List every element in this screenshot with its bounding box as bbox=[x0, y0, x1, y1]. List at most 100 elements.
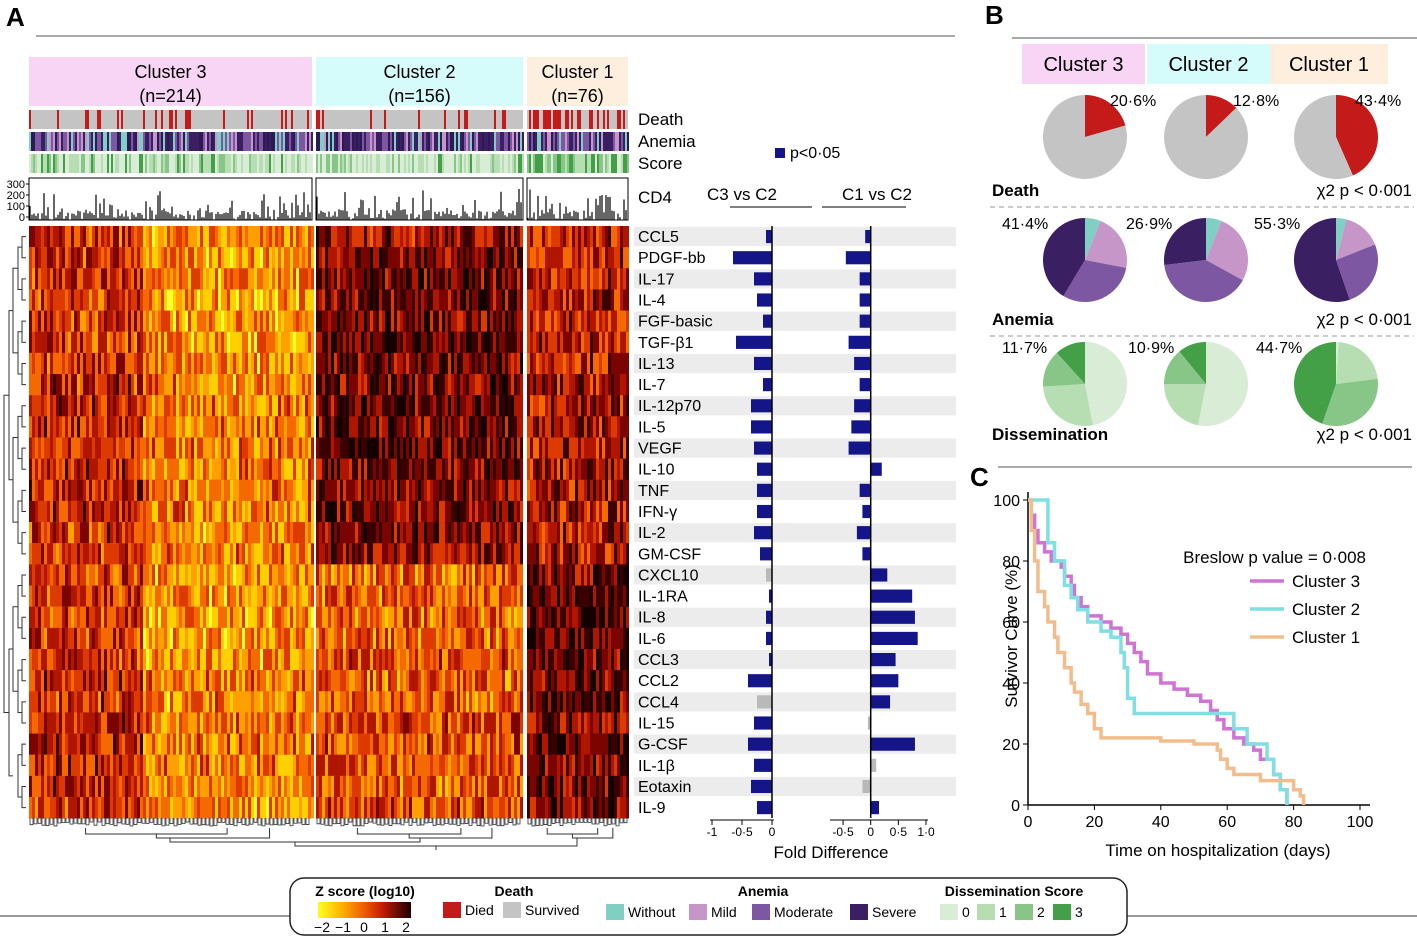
heatmap-cell bbox=[35, 289, 38, 311]
heatmap-cell bbox=[308, 247, 311, 269]
heatmap-cell bbox=[212, 416, 215, 438]
heatmap-cell bbox=[188, 352, 191, 375]
heatmap-cell bbox=[254, 500, 257, 523]
heatmap-cell bbox=[548, 437, 551, 459]
heatmap-cell bbox=[293, 585, 296, 607]
heatmap-cell bbox=[209, 500, 212, 523]
heatmap-cell bbox=[379, 437, 382, 459]
heatmap-cell bbox=[469, 395, 472, 417]
heatmap-cell bbox=[44, 437, 47, 459]
heatmap-cell bbox=[272, 522, 275, 544]
heatmap-cell bbox=[520, 268, 523, 290]
heatmap-cell bbox=[502, 226, 505, 248]
heatmap-cell bbox=[305, 522, 308, 544]
heatmap-cell bbox=[403, 247, 406, 269]
heatmap-cell bbox=[334, 522, 337, 544]
heatmap-cell bbox=[182, 331, 185, 354]
heatmap-cell bbox=[44, 500, 47, 523]
heatmap-cell bbox=[302, 458, 305, 481]
heatmap-cell bbox=[98, 247, 101, 269]
heatmap-cell bbox=[86, 395, 89, 417]
heatmap-cell bbox=[152, 500, 155, 523]
heatmap-cell bbox=[412, 310, 415, 333]
heatmap-cell bbox=[352, 352, 355, 375]
heatmap-cell bbox=[92, 500, 95, 523]
heatmap-cell bbox=[296, 500, 299, 523]
score-tick bbox=[221, 154, 223, 173]
heatmap-cell bbox=[599, 395, 602, 417]
heatmap-cell bbox=[439, 585, 442, 607]
heatmap-cell bbox=[89, 479, 92, 502]
heatmap-cell bbox=[281, 585, 284, 607]
heatmap-cell bbox=[548, 374, 551, 396]
heatmap-cell bbox=[448, 226, 451, 248]
heatmap-cell bbox=[406, 310, 409, 333]
anemia-tick bbox=[500, 132, 502, 151]
heatmap-cell bbox=[137, 606, 140, 629]
heatmap-cell bbox=[134, 247, 137, 269]
heatmap-cell bbox=[83, 226, 86, 248]
heatmap-cell bbox=[517, 437, 520, 459]
score-tick bbox=[326, 154, 328, 173]
heatmap-cell bbox=[245, 479, 248, 502]
heatmap-cell bbox=[236, 564, 239, 586]
heatmap-cell bbox=[122, 247, 125, 269]
heatmap-cell bbox=[319, 352, 322, 375]
heatmap-cell bbox=[308, 289, 311, 311]
heatmap-cell bbox=[328, 585, 331, 607]
score-tick bbox=[516, 154, 518, 173]
heatmap-cell bbox=[32, 627, 35, 650]
heatmap-cell bbox=[47, 331, 50, 354]
heatmap-cell bbox=[400, 352, 403, 375]
heatmap-cell bbox=[445, 585, 448, 607]
heatmap-cell bbox=[245, 226, 248, 248]
heatmap-cell bbox=[98, 331, 101, 354]
heatmap-cell bbox=[74, 331, 77, 354]
heatmap-cell bbox=[391, 606, 394, 629]
heatmap-cell bbox=[382, 437, 385, 459]
heatmap-cell bbox=[457, 268, 460, 290]
heatmap-cell bbox=[233, 522, 236, 544]
heatmap-cell bbox=[478, 374, 481, 396]
heatmap-cell bbox=[65, 395, 68, 417]
heatmap-cell bbox=[349, 226, 352, 248]
heatmap-cell bbox=[77, 585, 80, 607]
heatmap-cell bbox=[254, 331, 257, 354]
heatmap-cell bbox=[505, 479, 508, 502]
heatmap-cell bbox=[59, 289, 62, 311]
heatmap-cell bbox=[370, 268, 373, 290]
heatmap-cell bbox=[239, 585, 242, 607]
heatmap-cell bbox=[475, 331, 478, 354]
heatmap-cell bbox=[80, 268, 83, 290]
heatmap-cell bbox=[379, 416, 382, 438]
heatmap-cell bbox=[578, 564, 581, 586]
heatmap-cell bbox=[511, 289, 514, 311]
heatmap-cell bbox=[545, 522, 548, 544]
heatmap-cell bbox=[230, 289, 233, 311]
heatmap-cell bbox=[107, 352, 110, 375]
heatmap-cell bbox=[370, 458, 373, 481]
anemia-tick bbox=[225, 132, 227, 151]
heatmap-cell bbox=[349, 564, 352, 586]
score-tick bbox=[418, 154, 420, 173]
heatmap-cell bbox=[290, 310, 293, 333]
heatmap-cell bbox=[590, 268, 593, 290]
heatmap-cell bbox=[614, 416, 617, 438]
heatmap-cell bbox=[551, 479, 554, 502]
heatmap-cell bbox=[149, 268, 152, 290]
heatmap-cell bbox=[448, 395, 451, 417]
heatmap-cell bbox=[566, 585, 569, 607]
heatmap-cell bbox=[32, 585, 35, 607]
heatmap-cell bbox=[263, 310, 266, 333]
heatmap-cell bbox=[427, 458, 430, 481]
heatmap-cell bbox=[134, 268, 137, 290]
heatmap-cell bbox=[248, 352, 251, 375]
heatmap-cell bbox=[185, 395, 188, 417]
heatmap-cell bbox=[499, 437, 502, 459]
heatmap-cell bbox=[421, 606, 424, 629]
heatmap-cell bbox=[71, 331, 74, 354]
heatmap-cell bbox=[481, 564, 484, 586]
heatmap-cell bbox=[71, 374, 74, 396]
heatmap-cell bbox=[460, 479, 463, 502]
heatmap-cell bbox=[548, 585, 551, 607]
